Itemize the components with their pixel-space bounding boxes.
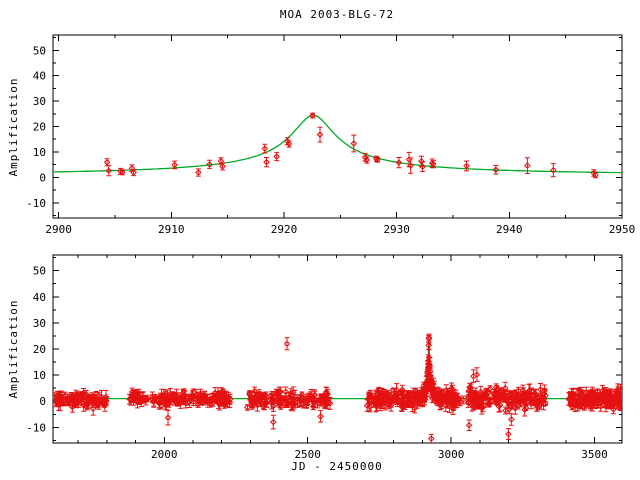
bottom-panel-xlabel: JD - 2450000 (291, 460, 383, 473)
svg-text:40: 40 (33, 291, 46, 304)
svg-text:2920: 2920 (271, 223, 298, 236)
svg-text:3500: 3500 (581, 448, 608, 461)
svg-text:50: 50 (33, 265, 46, 278)
tick-labels-full-baseline-panel: 2000 2500 3000 3500 -10 0 10 20 30 40 50 (26, 265, 608, 461)
model-curve-event-zoom-panel (53, 114, 622, 174)
svg-text:-10: -10 (26, 421, 46, 434)
svg-text:10: 10 (33, 146, 46, 159)
chart-title: MOA 2003-BLG-72 (279, 8, 395, 21)
svg-text:2500: 2500 (294, 448, 321, 461)
svg-text:2940: 2940 (496, 223, 523, 236)
svg-text:20: 20 (33, 121, 46, 134)
svg-text:0: 0 (39, 171, 46, 184)
svg-text:30: 30 (33, 317, 46, 330)
svg-text:2950: 2950 (609, 223, 636, 236)
svg-text:2000: 2000 (151, 448, 178, 461)
svg-text:30: 30 (33, 95, 46, 108)
svg-text:2930: 2930 (383, 223, 410, 236)
svg-text:10: 10 (33, 369, 46, 382)
svg-text:0: 0 (39, 395, 46, 408)
tick-labels-event-zoom-panel: 2900 2910 2920 2930 2940 2950 -10 0 10 20 30 40 50 (26, 44, 635, 236)
data-points-full-baseline-panel (53, 333, 622, 443)
axes-full-baseline-panel (52, 254, 623, 444)
svg-text:40: 40 (33, 70, 46, 83)
data-points-event-zoom-panel (103, 112, 599, 179)
svg-text:2900: 2900 (45, 223, 72, 236)
svg-text:20: 20 (33, 343, 46, 356)
svg-text:3000: 3000 (438, 448, 465, 461)
axes-event-zoom-panel (52, 34, 623, 219)
svg-text:-10: -10 (26, 197, 46, 210)
svg-text:2910: 2910 (158, 223, 185, 236)
svg-text:50: 50 (33, 44, 46, 57)
